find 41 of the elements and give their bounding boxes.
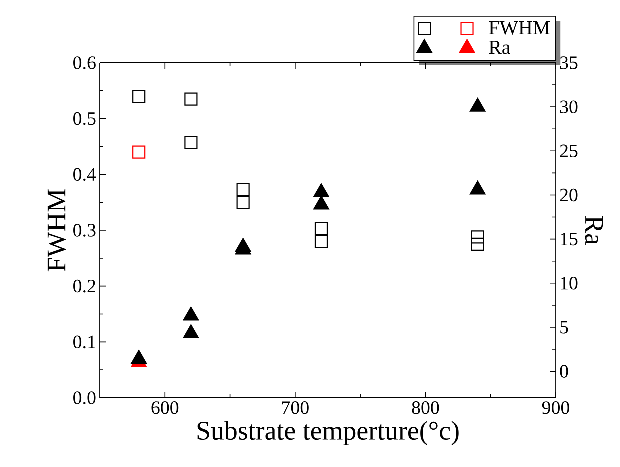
point [184, 136, 198, 150]
point [314, 222, 328, 236]
y2-tick-label: 35 [560, 56, 578, 70]
y2-tick-label: 25 [560, 144, 578, 158]
y-tick-label: 0.6 [74, 56, 96, 70]
point [132, 146, 146, 159]
point [314, 196, 330, 210]
point [314, 184, 330, 198]
x-tick-label: 600 [152, 402, 179, 414]
y-tick-label: 0.0 [74, 392, 96, 404]
y-tick-label: 0.4 [74, 168, 96, 182]
point [470, 98, 486, 112]
x-axis-title: Substrate temperture(°c) [198, 421, 459, 446]
y2-tick-label: 30 [560, 100, 578, 114]
x-tick-label: 800 [412, 402, 440, 414]
point [131, 350, 147, 364]
legend-label: FWHM [489, 21, 550, 35]
point [470, 180, 486, 195]
point [236, 183, 250, 196]
y2-tick-label: 20 [560, 188, 578, 202]
point [236, 196, 250, 210]
x-tick-label: 900 [542, 402, 570, 414]
point [471, 230, 484, 244]
y-tick-label: 0.2 [74, 280, 96, 293]
y2-tick-label: 15 [561, 232, 578, 246]
point [183, 324, 200, 338]
y2-tick-label: 5 [560, 321, 568, 334]
y2-tick-label: 0 [560, 365, 568, 378]
point [184, 92, 198, 106]
point [314, 235, 328, 248]
point [471, 238, 484, 252]
legend-label: Ra [489, 41, 510, 54]
point [183, 306, 200, 321]
y-tick-label: 0.5 [74, 112, 96, 126]
x-tick-label: 700 [282, 402, 309, 414]
y2-tick-label: 10 [561, 277, 578, 290]
y-tick-label: 0.3 [74, 224, 96, 237]
y-tick-label: 0.1 [74, 336, 96, 349]
y-axis-title: FWHM [48, 189, 66, 272]
point [132, 90, 146, 104]
y2-axis-title: Ra [585, 216, 604, 246]
